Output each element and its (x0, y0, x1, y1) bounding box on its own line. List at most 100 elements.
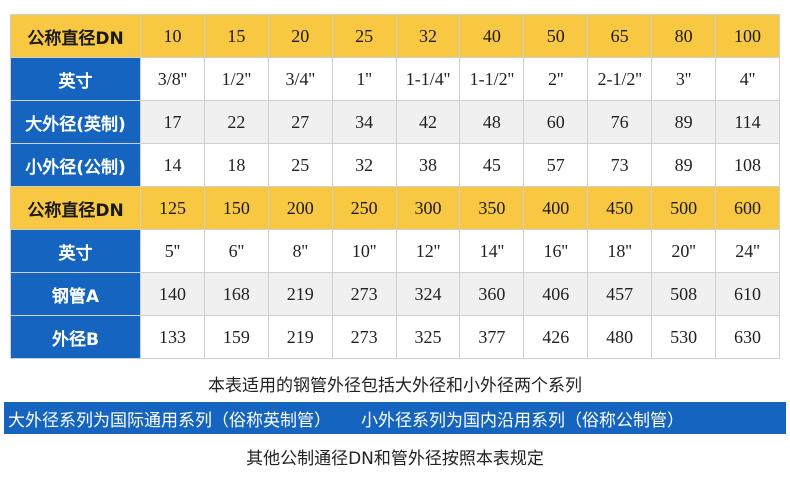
table-cell: 18 (203, 143, 269, 187)
banner: 大外径系列为国际通用系列（俗称英制管） 小外径系列为国内沿用系列（俗称公制管） (4, 402, 786, 434)
table-cell: 3/8'' (140, 57, 205, 101)
table-cell: 360 (459, 272, 525, 316)
table-cell: 89 (651, 100, 717, 144)
table-cell: 32 (395, 14, 461, 58)
table-cell: 3/4'' (267, 57, 333, 101)
table-cell: 200 (267, 186, 333, 230)
note-bottom: 其他公制通径DN和管外径按照本表规定 (246, 449, 544, 469)
table-cell: 1-1/2'' (459, 57, 525, 101)
table-cell: 10 (140, 14, 205, 58)
table-row: 英寸 5'' 6'' 8'' 10'' 12'' 14'' 16'' 18'' 20'' 24'' (10, 229, 780, 273)
table-cell: 1-1/4'' (395, 57, 461, 101)
table-row: 英寸 3/8'' 1/2'' 3/4'' 1'' 1-1/4'' 1-1/2'' 2'' 2-1… (10, 57, 780, 101)
row-header: 小外径(公制) (10, 143, 141, 187)
banner-left: 大外径系列为国际通用系列（俗称英制管） (8, 410, 331, 431)
table-cell: 48 (459, 100, 525, 144)
table-cell: 1'' (331, 57, 397, 101)
table-cell: 500 (651, 186, 717, 230)
table-cell: 250 (331, 186, 397, 230)
table-cell: 133 (140, 315, 205, 359)
table-row: 公称直径DN 10 15 20 25 32 40 50 65 80 100 (10, 14, 780, 58)
table-cell: 377 (459, 315, 525, 359)
table-cell: 400 (523, 186, 589, 230)
table-cell: 350 (459, 186, 525, 230)
table-cell: 12'' (395, 229, 461, 273)
banner-right: 小外径系列为国内沿用系列（俗称公制管） (361, 410, 684, 431)
table-cell: 406 (523, 272, 589, 316)
table-cell: 76 (587, 100, 653, 144)
table-cell: 600 (715, 186, 780, 230)
table-cell: 450 (587, 186, 653, 230)
row-header: 钢管A (10, 272, 141, 316)
table-cell: 25 (331, 14, 397, 58)
table-cell: 2'' (523, 57, 589, 101)
table-cell: 40 (459, 14, 525, 58)
table-cell: 1/2'' (203, 57, 269, 101)
table-row: 外径B 133 159 219 273 325 377 426 480 530 630 (10, 315, 780, 359)
table-cell: 2-1/2'' (587, 57, 653, 101)
note-top: 本表适用的钢管外径包括大外径和小外径两个系列 (208, 376, 582, 396)
table-cell: 14'' (459, 229, 525, 273)
table-cell: 60 (523, 100, 589, 144)
table-cell: 324 (395, 272, 461, 316)
table-cell: 150 (203, 186, 269, 230)
table-cell: 73 (587, 143, 653, 187)
table-cell: 140 (140, 272, 205, 316)
table-cell: 426 (523, 315, 589, 359)
table-cell: 38 (395, 143, 461, 187)
table-cell: 65 (587, 14, 653, 58)
pipe-size-table: 公称直径DN 10 15 20 25 32 40 50 65 80 100 英寸 3/8'' 1/2'' 3… (10, 14, 780, 359)
table-cell: 25 (267, 143, 333, 187)
table-cell: 219 (267, 272, 333, 316)
table-cell: 125 (140, 186, 205, 230)
table-cell: 57 (523, 143, 589, 187)
table-cell: 8'' (267, 229, 333, 273)
table-cell: 17 (140, 100, 205, 144)
table-cell: 16'' (523, 229, 589, 273)
table-cell: 24'' (715, 229, 780, 273)
table-cell: 50 (523, 14, 589, 58)
table-cell: 42 (395, 100, 461, 144)
table-cell: 273 (331, 315, 397, 359)
table-cell: 20 (267, 14, 333, 58)
table-cell: 5'' (140, 229, 205, 273)
table-cell: 114 (715, 100, 780, 144)
table-cell: 27 (267, 100, 333, 144)
table-row: 钢管A 140 168 219 273 324 360 406 457 508 610 (10, 272, 780, 316)
table-cell: 32 (331, 143, 397, 187)
table-cell: 3'' (651, 57, 717, 101)
table-cell: 15 (203, 14, 269, 58)
row-header: 外径B (10, 315, 141, 359)
table-row: 大外径(英制) 17 22 27 34 42 48 60 76 89 114 (10, 100, 780, 144)
table-cell: 325 (395, 315, 461, 359)
row-header: 公称直径DN (10, 14, 141, 58)
table-cell: 508 (651, 272, 717, 316)
table-cell: 530 (651, 315, 717, 359)
table-cell: 168 (203, 272, 269, 316)
table-row: 小外径(公制) 14 18 25 32 38 45 57 73 89 108 (10, 143, 780, 187)
table-cell: 34 (331, 100, 397, 144)
table-cell: 480 (587, 315, 653, 359)
table-cell: 6'' (203, 229, 269, 273)
table-cell: 457 (587, 272, 653, 316)
table-cell: 108 (715, 143, 780, 187)
table-cell: 14 (140, 143, 205, 187)
table-cell: 4'' (715, 57, 780, 101)
table-cell: 18'' (587, 229, 653, 273)
table-cell: 45 (459, 143, 525, 187)
table-row: 公称直径DN 125 150 200 250 300 350 400 450 500 600 (10, 186, 780, 230)
table-cell: 610 (715, 272, 780, 316)
table-cell: 219 (267, 315, 333, 359)
table-cell: 10'' (331, 229, 397, 273)
table-cell: 273 (331, 272, 397, 316)
row-header: 公称直径DN (10, 186, 141, 230)
table-cell: 159 (203, 315, 269, 359)
table-cell: 300 (395, 186, 461, 230)
table-cell: 22 (203, 100, 269, 144)
table-cell: 20'' (651, 229, 717, 273)
table-cell: 100 (715, 14, 780, 58)
table-cell: 80 (651, 14, 717, 58)
table-cell: 630 (715, 315, 780, 359)
table-cell: 89 (651, 143, 717, 187)
